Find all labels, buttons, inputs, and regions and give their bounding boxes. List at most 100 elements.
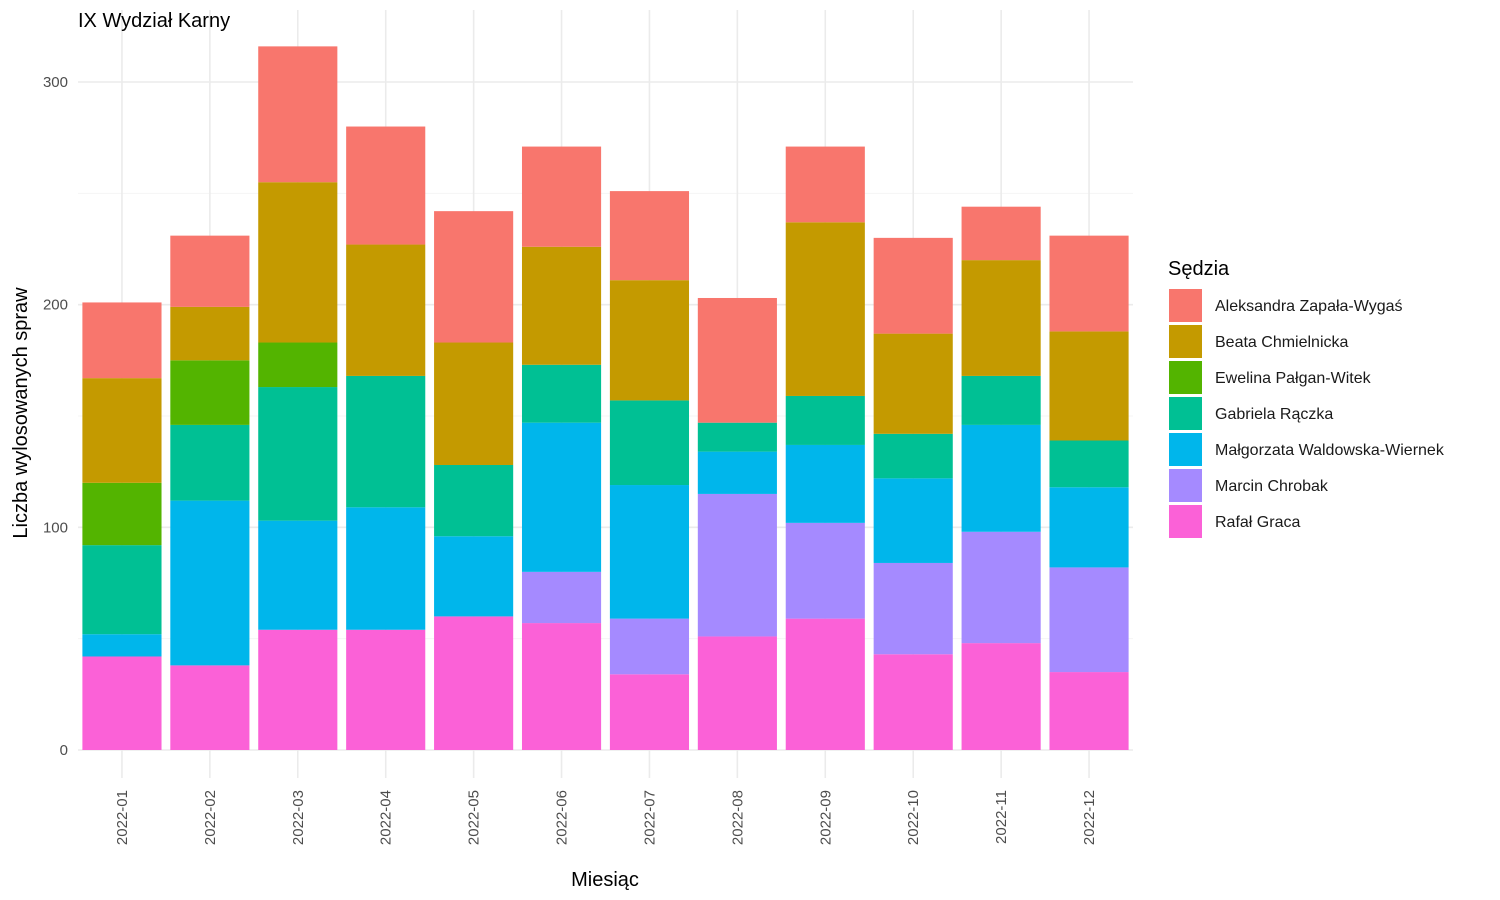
x-tick-label: 2022-09 xyxy=(817,790,834,845)
bar-segment xyxy=(1049,331,1129,441)
bar-segment xyxy=(785,444,865,523)
bar-segment xyxy=(170,424,250,501)
bar-segment xyxy=(609,400,690,486)
x-tick-label: 2022-04 xyxy=(378,790,395,845)
bar-segment xyxy=(873,433,953,479)
bar-segment xyxy=(434,342,514,465)
bar-segment xyxy=(346,126,426,245)
bar-segment xyxy=(258,520,338,630)
bar-segment xyxy=(82,634,162,657)
bar-segment xyxy=(609,618,690,675)
legend-swatch xyxy=(1169,505,1202,538)
bar-segment xyxy=(346,375,426,508)
legend: Aleksandra Zapała-Wygaś Beata Chmielnicka… xyxy=(1169,289,1445,538)
bar-segment xyxy=(1049,672,1129,750)
bar-segment xyxy=(785,522,865,619)
legend-swatch xyxy=(1169,325,1202,358)
bar-segment xyxy=(873,333,953,434)
bar-segment xyxy=(434,536,514,617)
bar-segment xyxy=(609,674,690,750)
legend-label: Marcin Chrobak xyxy=(1215,478,1329,495)
x-axis-ticks: 2022-01 2022-02 2022-03 2022-04 2022-05 2022-… xyxy=(114,790,1098,845)
bar-segment xyxy=(521,422,602,572)
bar-segment xyxy=(170,360,250,425)
bar-segment xyxy=(170,235,250,307)
y-tick-label: 300 xyxy=(43,74,68,91)
bar-segment xyxy=(82,482,162,546)
bar-segment xyxy=(1049,487,1129,568)
bar-segment xyxy=(873,478,953,563)
x-tick-label: 2022-01 xyxy=(114,790,131,845)
bar-segment xyxy=(609,280,690,401)
legend-label: Beata Chmielnicka xyxy=(1215,334,1349,351)
x-tick-label: 2022-08 xyxy=(729,790,746,845)
x-tick-label: 2022-07 xyxy=(641,790,658,845)
bar-segment xyxy=(785,395,865,445)
legend-label: Małgorzata Waldowska-Wiernek xyxy=(1215,442,1445,459)
bar-segment xyxy=(82,302,162,379)
bar-segment xyxy=(521,571,602,624)
y-axis-title: Liczba wylosowanych spraw xyxy=(10,287,32,539)
legend-swatch xyxy=(1169,469,1202,502)
bar-segment xyxy=(170,500,250,666)
x-tick-label: 2022-11 xyxy=(993,790,1010,844)
bar-segment xyxy=(873,654,953,750)
x-tick-label: 2022-03 xyxy=(290,790,307,845)
bar-segment xyxy=(697,493,777,637)
x-tick-label: 2022-10 xyxy=(905,790,922,845)
bar-segment xyxy=(609,191,690,281)
y-axis-ticks: 0 100 200 300 xyxy=(43,74,68,759)
bar-segment xyxy=(961,375,1041,425)
bar-segment xyxy=(258,342,338,388)
bar-segment xyxy=(82,656,162,750)
x-tick-label: 2022-05 xyxy=(466,790,483,845)
bar-segment xyxy=(346,629,426,750)
bar-segment xyxy=(873,562,953,655)
bar-segment xyxy=(258,387,338,521)
legend-swatch xyxy=(1169,433,1202,466)
legend-label: Rafał Graca xyxy=(1215,514,1300,531)
legend-swatch xyxy=(1169,361,1202,394)
y-tick-label: 200 xyxy=(43,297,68,314)
bar-segment xyxy=(521,146,602,247)
bar-segment xyxy=(521,364,602,423)
x-tick-label: 2022-02 xyxy=(202,790,219,845)
bars xyxy=(82,46,1129,750)
bar-segment xyxy=(961,206,1041,261)
legend-swatch xyxy=(1169,289,1202,322)
bar-segment xyxy=(434,464,514,537)
bar-segment xyxy=(258,46,338,183)
bar-segment xyxy=(961,531,1041,644)
legend-title: Sędzia xyxy=(1168,258,1230,280)
bar-segment xyxy=(785,146,865,223)
bar-segment xyxy=(434,211,514,343)
bar-segment xyxy=(1049,440,1129,488)
bar-segment xyxy=(609,485,690,619)
bar-segment xyxy=(785,222,865,396)
bar-segment xyxy=(785,618,865,750)
bar-segment xyxy=(258,629,338,750)
bar-segment xyxy=(170,306,250,361)
bar-segment xyxy=(521,246,602,365)
bar-segment xyxy=(434,616,514,750)
legend-label: Gabriela Rączka xyxy=(1215,406,1333,423)
x-tick-label: 2022-12 xyxy=(1081,790,1098,845)
bar-segment xyxy=(873,237,953,334)
x-axis-title: Miesiąc xyxy=(571,869,639,891)
bar-segment xyxy=(170,665,250,750)
bar-segment xyxy=(961,260,1041,376)
bar-segment xyxy=(961,643,1041,750)
bar-segment xyxy=(697,297,777,423)
x-tick-label: 2022-06 xyxy=(554,790,571,845)
bar-segment xyxy=(1049,235,1129,332)
bar-segment xyxy=(1049,567,1129,673)
legend-label: Aleksandra Zapała-Wygaś xyxy=(1215,298,1403,315)
chart-title: IX Wydział Karny xyxy=(78,10,230,32)
bar-segment xyxy=(346,244,426,376)
y-tick-label: 0 xyxy=(60,742,68,759)
bar-segment xyxy=(521,623,602,750)
bar-segment xyxy=(346,507,426,630)
bar-segment xyxy=(697,636,777,750)
bar-segment xyxy=(961,424,1041,532)
